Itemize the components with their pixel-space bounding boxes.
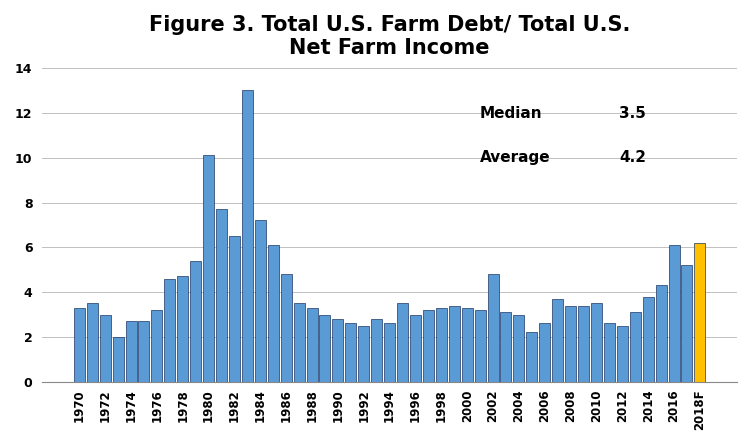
Bar xyxy=(74,308,85,382)
Bar xyxy=(423,310,434,382)
Bar xyxy=(449,306,459,382)
Bar xyxy=(216,209,227,382)
Bar xyxy=(307,308,317,382)
Bar xyxy=(681,265,693,382)
Bar xyxy=(501,312,511,382)
Bar xyxy=(151,310,162,382)
Bar xyxy=(566,306,576,382)
Text: Median: Median xyxy=(480,106,542,121)
Title: Figure 3. Total U.S. Farm Debt/ Total U.S.
Net Farm Income: Figure 3. Total U.S. Farm Debt/ Total U.… xyxy=(149,15,630,58)
Bar xyxy=(86,303,98,382)
Bar xyxy=(462,308,473,382)
Bar xyxy=(280,274,292,382)
Bar xyxy=(164,279,175,382)
Bar xyxy=(293,303,305,382)
Bar xyxy=(113,337,123,382)
Bar xyxy=(345,324,356,382)
Bar xyxy=(100,315,111,382)
Bar xyxy=(203,155,214,382)
Bar xyxy=(552,299,563,382)
Bar xyxy=(320,315,330,382)
Bar xyxy=(643,297,653,382)
Bar xyxy=(475,310,486,382)
Bar xyxy=(255,220,265,382)
Bar xyxy=(410,315,421,382)
Bar xyxy=(138,321,150,382)
Bar xyxy=(371,319,382,382)
Bar xyxy=(539,324,550,382)
Bar xyxy=(126,321,137,382)
Bar xyxy=(177,276,188,382)
Bar xyxy=(332,319,344,382)
Bar xyxy=(229,236,240,382)
Bar xyxy=(190,261,202,382)
Bar xyxy=(591,303,602,382)
Bar xyxy=(526,332,538,382)
Bar xyxy=(397,303,408,382)
Bar xyxy=(268,245,279,382)
Bar xyxy=(358,326,369,382)
Bar xyxy=(242,90,253,382)
Bar xyxy=(578,306,589,382)
Text: Average: Average xyxy=(480,150,550,165)
Bar xyxy=(487,274,499,382)
Bar xyxy=(384,324,395,382)
Bar xyxy=(629,312,641,382)
Text: 4.2: 4.2 xyxy=(619,150,646,165)
Bar xyxy=(669,245,680,382)
Bar xyxy=(656,285,666,382)
Text: 3.5: 3.5 xyxy=(619,106,646,121)
Bar xyxy=(436,308,447,382)
Bar xyxy=(604,324,615,382)
Bar xyxy=(617,326,628,382)
Bar xyxy=(514,315,524,382)
Bar xyxy=(694,243,705,382)
